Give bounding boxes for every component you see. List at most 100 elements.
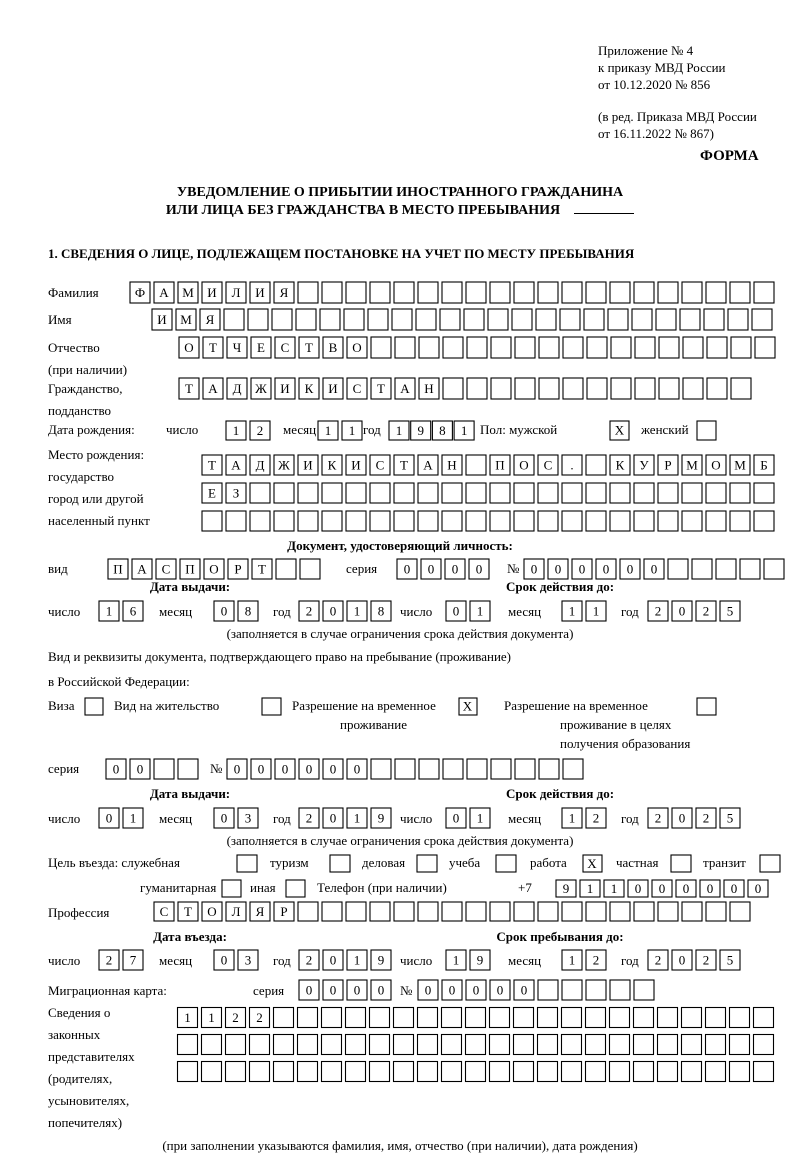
svg-text:1: 1 <box>593 604 600 619</box>
svg-text:год: год <box>273 953 291 968</box>
svg-text:серия: серия <box>346 561 377 576</box>
svg-text:О: О <box>209 562 218 577</box>
svg-text:0: 0 <box>707 881 714 896</box>
svg-text:А: А <box>208 381 218 396</box>
svg-text:9: 9 <box>378 953 385 968</box>
svg-text:0: 0 <box>453 811 460 826</box>
svg-text:Вид и реквизиты документа, под: Вид и реквизиты документа, подтверждающе… <box>48 649 511 664</box>
svg-text:9: 9 <box>477 953 484 968</box>
svg-text:1: 1 <box>587 881 594 896</box>
svg-text:6: 6 <box>130 604 137 619</box>
svg-text:5: 5 <box>727 604 734 619</box>
svg-text:К: К <box>305 381 314 396</box>
svg-text:9: 9 <box>563 881 570 896</box>
svg-text:Место рождения:: Место рождения: <box>48 447 144 462</box>
svg-text:2: 2 <box>655 953 662 968</box>
svg-text:туризм: туризм <box>270 855 309 870</box>
svg-text:0: 0 <box>679 604 686 619</box>
svg-text:0: 0 <box>603 562 610 577</box>
svg-text:9: 9 <box>378 811 385 826</box>
svg-text:Миграционная карта:: Миграционная карта: <box>48 983 167 998</box>
svg-text:год: год <box>621 604 639 619</box>
svg-text:серия: серия <box>253 983 284 998</box>
svg-text:И: И <box>280 381 289 396</box>
svg-text:1: 1 <box>354 953 361 968</box>
svg-text:+7: +7 <box>518 880 532 895</box>
svg-text:Фамилия: Фамилия <box>48 285 99 300</box>
svg-text:0: 0 <box>428 562 435 577</box>
svg-text:0: 0 <box>330 953 337 968</box>
svg-text:Д: Д <box>256 458 265 473</box>
svg-text:(родителях,: (родителях, <box>48 1071 112 1086</box>
svg-text:год: год <box>621 953 639 968</box>
svg-text:месяц: месяц <box>159 953 192 968</box>
svg-text:1: 1 <box>354 811 361 826</box>
svg-text:X: X <box>463 699 473 714</box>
svg-text:0: 0 <box>651 562 658 577</box>
svg-text:Дата въезда:: Дата въезда: <box>153 929 227 944</box>
svg-text:Р: Р <box>280 904 287 919</box>
svg-text:0: 0 <box>354 983 361 998</box>
svg-text:0: 0 <box>476 562 483 577</box>
svg-text:(заполняется в случае ограниче: (заполняется в случае ограничения срока … <box>227 626 574 641</box>
svg-text:7: 7 <box>130 953 137 968</box>
svg-text:№: № <box>400 983 412 998</box>
svg-text:деловая: деловая <box>362 855 405 870</box>
svg-text:2: 2 <box>703 953 710 968</box>
svg-text:представителях: представителях <box>48 1049 135 1064</box>
svg-text:М: М <box>182 285 194 300</box>
svg-text:год: год <box>273 604 291 619</box>
svg-text:число: число <box>400 953 432 968</box>
svg-text:Т: Т <box>377 381 385 396</box>
svg-text:(при наличии): (при наличии) <box>48 362 127 377</box>
svg-text:1: 1 <box>208 1010 215 1025</box>
svg-text:вид: вид <box>48 561 68 576</box>
svg-text:Дата выдачи:: Дата выдачи: <box>150 579 230 594</box>
svg-text:Срок пребывания до:: Срок пребывания до: <box>496 929 623 944</box>
svg-text:Имя: Имя <box>48 312 72 327</box>
svg-text:0: 0 <box>404 562 411 577</box>
svg-text:П: П <box>113 562 122 577</box>
svg-text:0: 0 <box>354 762 361 777</box>
svg-text:1: 1 <box>106 604 113 619</box>
svg-text:Л: Л <box>232 904 241 919</box>
svg-text:месяц: месяц <box>283 422 316 437</box>
svg-text:И: И <box>207 285 216 300</box>
svg-text:3: 3 <box>245 953 252 968</box>
svg-text:А: А <box>400 381 410 396</box>
svg-text:2: 2 <box>306 604 313 619</box>
svg-text:Е: Е <box>257 340 265 355</box>
svg-text:И: И <box>157 312 166 327</box>
svg-text:0: 0 <box>221 811 228 826</box>
svg-text:М: М <box>686 458 698 473</box>
svg-text:№: № <box>507 561 519 576</box>
svg-text:З: З <box>233 486 240 501</box>
svg-text:месяц: месяц <box>508 604 541 619</box>
svg-text:Е: Е <box>208 486 216 501</box>
svg-text:Т: Т <box>400 458 408 473</box>
svg-text:С: С <box>160 904 169 919</box>
svg-text:0: 0 <box>137 762 144 777</box>
svg-text:1: 1 <box>233 423 240 438</box>
svg-text:Ч: Ч <box>233 340 242 355</box>
svg-text:0: 0 <box>258 762 265 777</box>
svg-text:О: О <box>207 904 216 919</box>
svg-text:проживание: проживание <box>340 717 407 732</box>
svg-text:0: 0 <box>579 562 586 577</box>
svg-text:2: 2 <box>703 811 710 826</box>
svg-text:1: 1 <box>611 881 618 896</box>
svg-text:Разрешение на временное: Разрешение на временное <box>504 698 648 713</box>
svg-text:Цель въезда: служебная: Цель въезда: служебная <box>48 855 180 870</box>
svg-text:0: 0 <box>330 762 337 777</box>
svg-text:Гражданство,: Гражданство, <box>48 381 123 396</box>
svg-text:2: 2 <box>655 604 662 619</box>
svg-text:В: В <box>329 340 338 355</box>
svg-text:Ф: Ф <box>135 285 145 300</box>
svg-text:0: 0 <box>452 562 459 577</box>
svg-text:1: 1 <box>396 423 403 438</box>
svg-text:Т: Т <box>184 904 192 919</box>
svg-text:Сведения о: Сведения о <box>48 1005 110 1020</box>
svg-text:1: 1 <box>569 811 576 826</box>
svg-text:3: 3 <box>245 811 252 826</box>
svg-text:П: П <box>185 562 194 577</box>
